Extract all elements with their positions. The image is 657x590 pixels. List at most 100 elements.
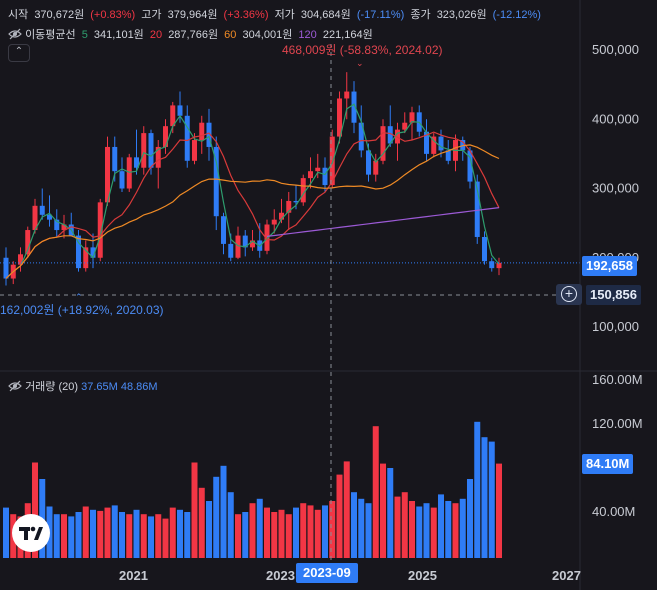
candle-body [134, 157, 139, 168]
open-change: (+0.83%) [90, 9, 136, 21]
high-change: (+3.36%) [223, 9, 269, 21]
ma5-line [5, 103, 500, 279]
volume-bar [372, 426, 379, 558]
candle-body [322, 167, 328, 186]
candle-body [213, 146, 219, 217]
candle-body [489, 261, 495, 269]
tradingview-logo-icon[interactable] [12, 514, 50, 552]
candle [213, 136, 219, 231]
volume-bar [206, 501, 212, 558]
eye-icon[interactable] [8, 28, 22, 40]
candle-body [409, 112, 415, 123]
volume-tick-label: 160.00M [592, 372, 643, 387]
candle-body [25, 230, 31, 255]
candle [431, 133, 437, 158]
volume-bar [3, 507, 9, 558]
close-value: 323,026원 [436, 9, 487, 21]
candle [221, 212, 226, 255]
candle-body [329, 136, 335, 186]
candle-body [300, 178, 306, 203]
candle [39, 188, 45, 220]
candle [235, 226, 241, 260]
candle-body [54, 219, 60, 231]
volume-bar [409, 501, 415, 558]
candle [54, 209, 60, 237]
candle [300, 174, 306, 206]
max-price-annotation: 468,009원 (-58.83%, 2024.02) [282, 43, 442, 57]
low-change: (-17.11%) [356, 9, 405, 21]
candle-body [39, 205, 45, 215]
candle [489, 257, 495, 272]
ohlc-header: 시작 370,672원 (+0.83%) 고가 379,964원 (+3.36%… [8, 6, 544, 22]
candle-body [351, 91, 357, 123]
candle-body [97, 202, 103, 258]
last-price-tag: 192,658 [582, 256, 637, 276]
candle-body [271, 219, 277, 225]
price-tick-label: 100,000 [592, 319, 639, 334]
volume-bar [104, 507, 111, 558]
volume-bar [32, 462, 38, 558]
ma20-period: 20 [149, 29, 163, 41]
candle-body [32, 205, 38, 231]
candle-body [337, 98, 342, 137]
candle-body [148, 133, 154, 168]
candle [105, 136, 110, 206]
axes: 100,000200,000300,000400,000500,000160.0… [119, 0, 643, 590]
eye-icon[interactable] [8, 380, 22, 392]
price-tick-label: 500,000 [592, 42, 639, 57]
volume-bar [264, 507, 270, 558]
candle-body [141, 133, 147, 168]
volume-bar [481, 437, 488, 558]
volume-bar [111, 505, 118, 558]
volume-bar [278, 509, 285, 558]
collapse-button[interactable]: ⌃ [8, 44, 30, 62]
ma120-period: 120 [298, 29, 317, 41]
candle-body [126, 157, 132, 189]
candle-body [177, 105, 183, 116]
max-marker: ⌄ [356, 58, 364, 68]
candle-body [373, 160, 379, 175]
candle [141, 126, 147, 175]
candle-body [221, 216, 226, 244]
candle-body [286, 200, 292, 213]
candle [199, 115, 205, 154]
candle [445, 140, 451, 165]
volume-bar [220, 465, 227, 558]
candle [242, 230, 248, 257]
candle [163, 119, 168, 154]
candle-body [90, 247, 96, 258]
candle [170, 101, 176, 134]
close-label: 종가 [410, 9, 431, 21]
candle-body [387, 126, 393, 144]
add-price-button[interactable]: + [556, 284, 582, 305]
volume-bar [452, 503, 459, 558]
volume-bar [90, 509, 96, 558]
volume-bar [227, 492, 234, 558]
ma60-line [5, 144, 500, 279]
candle-body [47, 214, 52, 220]
close-change: (-12.12%) [492, 9, 541, 21]
candle [351, 81, 357, 134]
volume-bar [322, 505, 328, 558]
candle [25, 226, 31, 258]
candle-body [264, 224, 270, 251]
candle [496, 257, 502, 276]
candle [395, 122, 400, 161]
candle-body [228, 243, 234, 258]
candle-body [366, 150, 371, 175]
candle [83, 240, 89, 272]
volume-bar [271, 512, 278, 558]
candle-body [105, 146, 110, 203]
volume-bar [162, 518, 169, 558]
candle [257, 223, 263, 258]
candle [177, 91, 183, 123]
volume-ma2: 48.86M [120, 381, 158, 393]
open-label: 시작 [8, 9, 29, 21]
time-tick-label: 2027 [552, 568, 581, 583]
candle-body [235, 235, 241, 258]
ma60-value: 304,001원 [242, 29, 293, 41]
volume-bar [53, 514, 60, 558]
volume-bar [467, 479, 473, 558]
volume-bar [336, 474, 343, 558]
